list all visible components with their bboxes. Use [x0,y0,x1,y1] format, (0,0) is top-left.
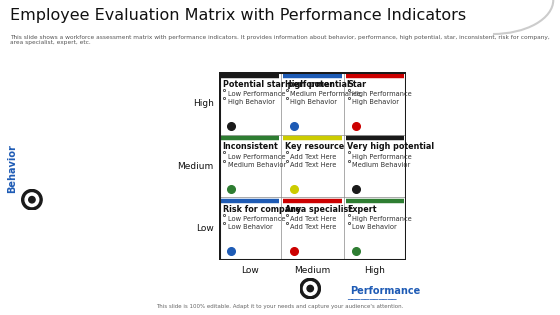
Text: High Behavior: High Behavior [227,99,274,105]
Text: Performance: Performance [350,286,420,296]
Text: High Performance: High Performance [352,154,412,160]
Text: High Performance: High Performance [352,216,412,222]
Text: High potential: High potential [285,80,350,89]
Text: Expert: Expert [347,205,377,214]
Text: Inconsistent: Inconsistent [222,142,278,152]
Text: High Behavior: High Behavior [290,99,337,105]
Text: Employee Evaluation Matrix with Performance Indicators: Employee Evaluation Matrix with Performa… [10,8,466,23]
Text: Low Behavior: Low Behavior [352,224,397,230]
Text: Medium: Medium [178,162,214,171]
Text: Add Text Here: Add Text Here [290,154,337,160]
Circle shape [25,193,39,207]
Text: Add Text Here: Add Text Here [290,224,337,230]
Text: Risk for company: Risk for company [222,205,301,214]
Circle shape [22,190,42,210]
Text: High: High [193,99,214,108]
Circle shape [304,282,317,295]
Text: Behavior: Behavior [7,144,17,193]
Text: Potential star performer: Potential star performer [222,80,333,89]
Text: Star: Star [347,80,367,89]
Text: High Performance: High Performance [352,91,412,97]
Text: Very high potential: Very high potential [347,142,435,152]
Text: High Behavior: High Behavior [352,99,399,105]
Text: Add Text Here: Add Text Here [290,216,337,222]
Circle shape [307,285,314,292]
Text: Medium Performance: Medium Performance [290,91,361,97]
Text: ___________: ___________ [347,292,396,301]
Circle shape [300,278,320,299]
Circle shape [29,197,35,203]
Text: Low Behavior: Low Behavior [227,224,272,230]
Text: Low Performance: Low Performance [227,216,285,222]
Text: Low Performance: Low Performance [227,91,285,97]
Text: Area specialist: Area specialist [285,205,352,214]
Text: This slide is 100% editable. Adapt it to your needs and capture your audience's : This slide is 100% editable. Adapt it to… [156,304,404,309]
Text: Key resource: Key resource [285,142,344,152]
Text: Low Performance: Low Performance [227,154,285,160]
Text: Add Text Here: Add Text Here [290,162,337,168]
Text: Medium Behavior: Medium Behavior [352,162,410,168]
Text: High: High [365,266,385,275]
Text: Low: Low [241,266,259,275]
Text: Low: Low [196,224,214,233]
Text: Medium: Medium [295,266,330,275]
Text: This slide shows a workforce assessment matrix with performance indicators. It p: This slide shows a workforce assessment … [10,35,550,45]
Text: Medium Behavior: Medium Behavior [227,162,286,168]
